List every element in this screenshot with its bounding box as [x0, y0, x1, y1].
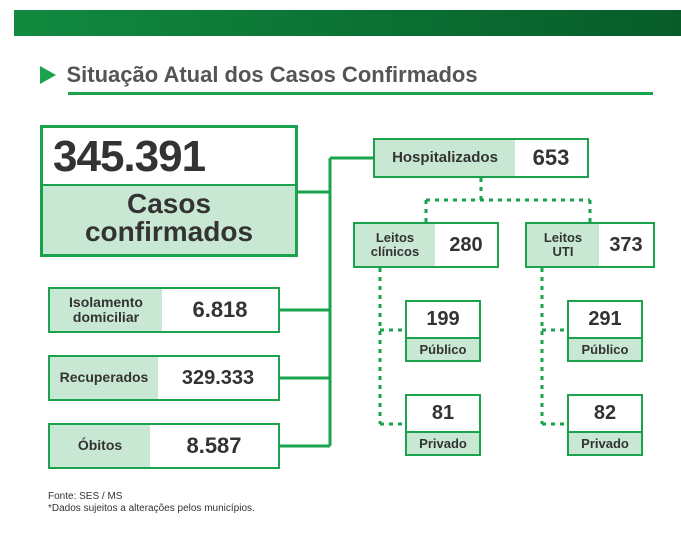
recovered-box: Recuperados 329.333: [48, 355, 280, 401]
clinical-private-label: Privado: [407, 431, 479, 454]
clinical-private-box: 81 Privado: [405, 394, 481, 456]
clinical-public-box: 199 Público: [405, 300, 481, 362]
icu-beds-box: Leitos UTI 373: [525, 222, 655, 268]
icu-beds-value: 373: [599, 224, 653, 266]
deaths-label: Óbitos: [50, 425, 150, 467]
isolation-label: Isolamento domiciliar: [50, 289, 162, 331]
recovered-value: 329.333: [158, 357, 278, 399]
footer-source: Fonte: SES / MS: [48, 491, 122, 502]
confirmed-label: Casos confirmados: [43, 184, 295, 254]
clinical-public-value: 199: [407, 302, 479, 337]
icu-public-value: 291: [569, 302, 641, 337]
confirmed-box: 345.391 Casos confirmados: [40, 125, 298, 257]
hospitalized-value: 653: [515, 140, 587, 176]
icu-public-label: Público: [569, 337, 641, 360]
title-row: Situação Atual dos Casos Confirmados: [40, 62, 651, 88]
isolation-box: Isolamento domiciliar 6.818: [48, 287, 280, 333]
hospitalized-label: Hospitalizados: [375, 140, 515, 176]
confirmed-value: 345.391: [43, 128, 295, 182]
footer-note: *Dados sujeitos a alterações pelos munic…: [48, 503, 255, 514]
clinical-beds-label: Leitos clínicos: [355, 224, 435, 266]
icu-private-label: Privado: [569, 431, 641, 454]
isolation-value: 6.818: [162, 289, 278, 331]
hospitalized-box: Hospitalizados 653: [373, 138, 589, 178]
clinical-beds-box: Leitos clínicos 280: [353, 222, 499, 268]
page-title: Situação Atual dos Casos Confirmados: [66, 62, 477, 87]
title-underline: [68, 92, 653, 95]
icu-beds-label: Leitos UTI: [527, 224, 599, 266]
clinical-public-label: Público: [407, 337, 479, 360]
icu-public-box: 291 Público: [567, 300, 643, 362]
deaths-value: 8.587: [150, 425, 278, 467]
deaths-box: Óbitos 8.587: [48, 423, 280, 469]
top-bar: [14, 10, 681, 36]
recovered-label: Recuperados: [50, 357, 158, 399]
icu-private-value: 82: [569, 396, 641, 431]
icu-private-box: 82 Privado: [567, 394, 643, 456]
clinical-beds-value: 280: [435, 224, 497, 266]
triangle-icon: [40, 66, 56, 84]
clinical-private-value: 81: [407, 396, 479, 431]
